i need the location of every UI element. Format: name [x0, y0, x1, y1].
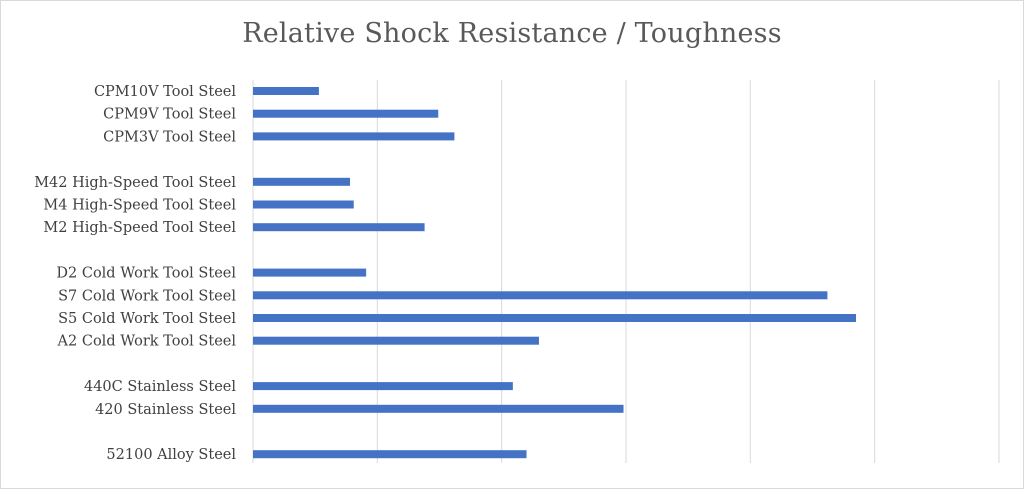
category-label: CPM9V Tool Steel: [103, 107, 236, 123]
category-label: S5 Cold Work Tool Steel: [58, 311, 236, 327]
category-label: A2 Cold Work Tool Steel: [57, 334, 237, 350]
category-label: D2 Cold Work Tool Steel: [56, 266, 236, 282]
category-label: CPM10V Tool Steel: [94, 84, 236, 100]
bar: [253, 223, 425, 232]
category-label: M2 High-Speed Tool Steel: [43, 220, 236, 236]
gridlines: [252, 80, 1000, 463]
bar: [253, 314, 857, 322]
bar: [253, 382, 513, 391]
bar: [253, 87, 319, 95]
category-label: S7 Cold Work Tool Steel: [58, 288, 236, 304]
bar: [253, 109, 439, 118]
chart-title: Relative Shock Resistance / Toughness: [242, 18, 782, 49]
bar: [253, 450, 527, 459]
bar: [253, 200, 354, 209]
category-label: 440C Stainless Steel: [84, 379, 236, 395]
bar: [253, 404, 624, 413]
category-label: CPM3V Tool Steel: [103, 129, 236, 145]
bar: [253, 132, 455, 141]
bar: [253, 291, 828, 300]
bar: [253, 177, 350, 186]
category-label: 52100 Alloy Steel: [106, 447, 236, 463]
bar: [253, 336, 539, 345]
category-label: M42 High-Speed Tool Steel: [34, 175, 236, 191]
category-label: M4 High-Speed Tool Steel: [43, 198, 236, 214]
bars: [253, 87, 857, 459]
category-labels: CPM10V Tool Steel CPM9V Tool Steel CPM3V T…: [34, 84, 236, 463]
category-label: 420 Stainless Steel: [95, 402, 236, 418]
bar: [253, 268, 367, 277]
